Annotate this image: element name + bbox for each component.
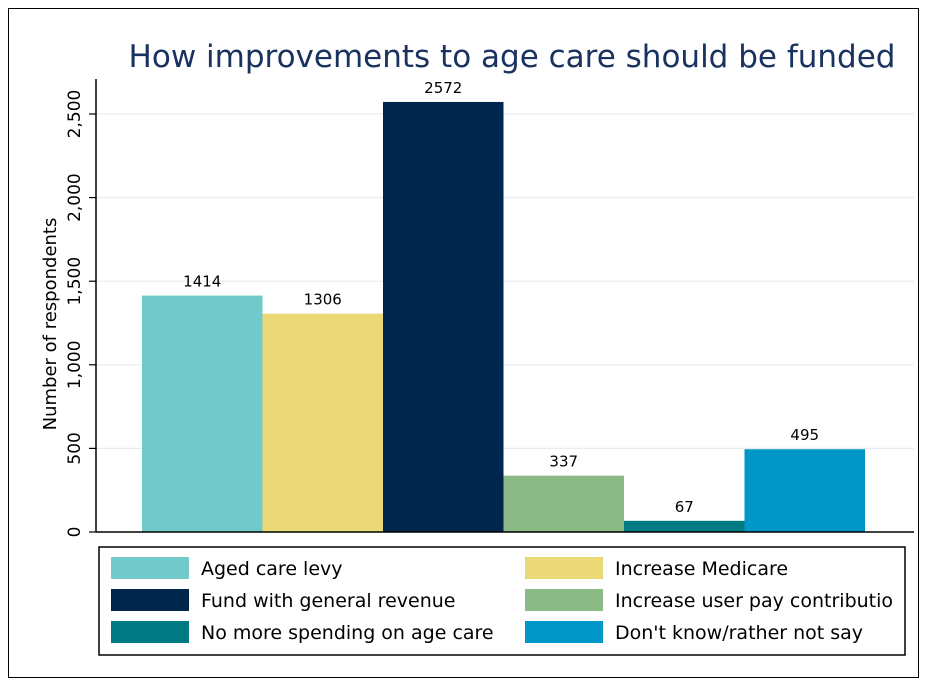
- legend-label: Don't know/rather not say: [615, 622, 863, 644]
- legend-swatch: [525, 589, 603, 611]
- chart-title: How improvements to age care should be f…: [129, 39, 896, 75]
- y-tick-label: 2,000: [65, 173, 85, 222]
- legend-swatch: [525, 557, 603, 579]
- bar: [744, 449, 865, 532]
- legend-label: Aged care levy: [201, 558, 343, 580]
- legend-label: Fund with general revenue: [201, 590, 455, 612]
- bar: [624, 520, 745, 532]
- legend-label: Increase Medicare: [615, 558, 788, 580]
- axes: [95, 79, 914, 533]
- legend-swatch: [111, 621, 189, 643]
- data-label: 337: [549, 453, 578, 471]
- legend: Aged care levy Increase Medicare Fund with…: [98, 546, 906, 656]
- y-tick-label: 1,500: [65, 257, 85, 306]
- y-tick-label: 0: [65, 527, 85, 538]
- data-label: 1306: [304, 291, 342, 309]
- bars: [142, 101, 865, 532]
- bar: [262, 313, 383, 532]
- bar: [503, 475, 624, 532]
- data-label: 2572: [424, 79, 462, 97]
- y-tick-label: 1,000: [65, 340, 85, 389]
- bar: [383, 101, 504, 532]
- legend-swatch: [111, 589, 189, 611]
- data-label: 1414: [183, 273, 221, 291]
- legend-box: [98, 546, 906, 656]
- legend-label: Increase user pay contributio: [615, 590, 893, 612]
- bar: [142, 295, 263, 532]
- data-label: 495: [790, 426, 819, 444]
- y-ticks: 0 500 1,000 1,500 2,000 2,500: [65, 90, 96, 538]
- y-axis-title: Number of respondents: [40, 218, 61, 431]
- data-label: 67: [675, 498, 694, 516]
- bar-chart: How improvements to age care should be f…: [40, 39, 914, 656]
- data-labels: 1414 1306 2572 337 67 495: [183, 79, 819, 516]
- legend-swatch: [525, 621, 603, 643]
- legend-swatch: [111, 557, 189, 579]
- y-tick-label: 500: [65, 432, 85, 464]
- legend-label: No more spending on age care: [201, 622, 494, 644]
- chart-frame: How improvements to age care should be f…: [8, 8, 919, 678]
- y-tick-label: 2,500: [65, 90, 85, 139]
